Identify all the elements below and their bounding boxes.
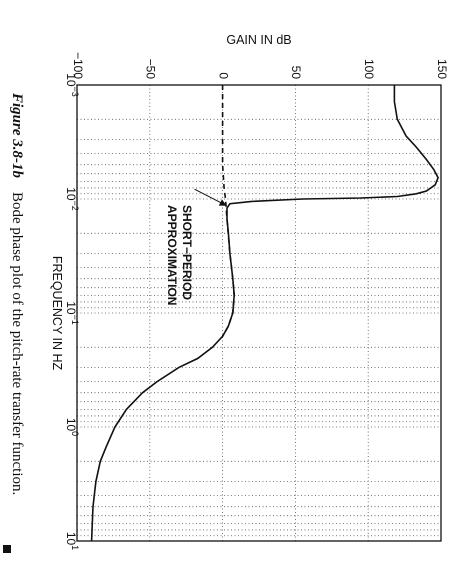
gain-tick-label: −100: [71, 52, 85, 79]
frequency-axis-title: FREQUENCY IN HZ: [50, 256, 64, 371]
figure-caption-text: Bode phase plot of the pitch-rate transf…: [9, 192, 25, 496]
figure-caption: Figure 3.8-1b Bode phase plot of the pitc…: [8, 93, 25, 495]
phase-curve: [90, 85, 439, 542]
annotation-text: SHORT−PERIOD: [180, 205, 194, 300]
gain-tick-label: −50: [144, 59, 158, 80]
frequency-tick-label: 100: [64, 418, 80, 436]
frequency-tick-base: 10: [64, 73, 78, 87]
frequency-tick-label: 10−2: [64, 187, 80, 211]
annotation-arrowhead: [218, 199, 227, 206]
gain-tick-label: 150: [435, 59, 449, 79]
frequency-tick-exponent: −1: [70, 315, 80, 325]
frequency-tick-base: 10: [64, 187, 78, 201]
frequency-tick-base: 10: [64, 301, 78, 315]
frequency-tick-exponent: 0: [70, 431, 80, 436]
gain-axis-title: GAIN IN dB: [226, 33, 291, 47]
frequency-tick-exponent: −2: [70, 201, 80, 211]
gain-tick-label: 0: [216, 72, 230, 79]
plot-frame: [76, 84, 442, 542]
frequency-tick-label: 10−1: [64, 301, 80, 325]
frequency-tick-label: 101: [64, 532, 80, 550]
figure-caption-label: Figure 3.8-1b: [9, 93, 25, 179]
frequency-tick-exponent: −3: [70, 87, 80, 97]
gain-tick-label: 50: [289, 66, 303, 80]
end-of-figure-marker: [3, 545, 11, 553]
frequency-tick-label: 10−3: [64, 73, 80, 97]
annotation-text: APPROXIMATION: [165, 205, 179, 305]
approximation-curve: [221, 85, 236, 337]
gain-tick-label: 100: [362, 59, 376, 79]
frequency-tick-base: 10: [64, 532, 78, 546]
frequency-tick-exponent: 1: [70, 545, 80, 550]
frequency-tick-base: 10: [64, 418, 78, 432]
